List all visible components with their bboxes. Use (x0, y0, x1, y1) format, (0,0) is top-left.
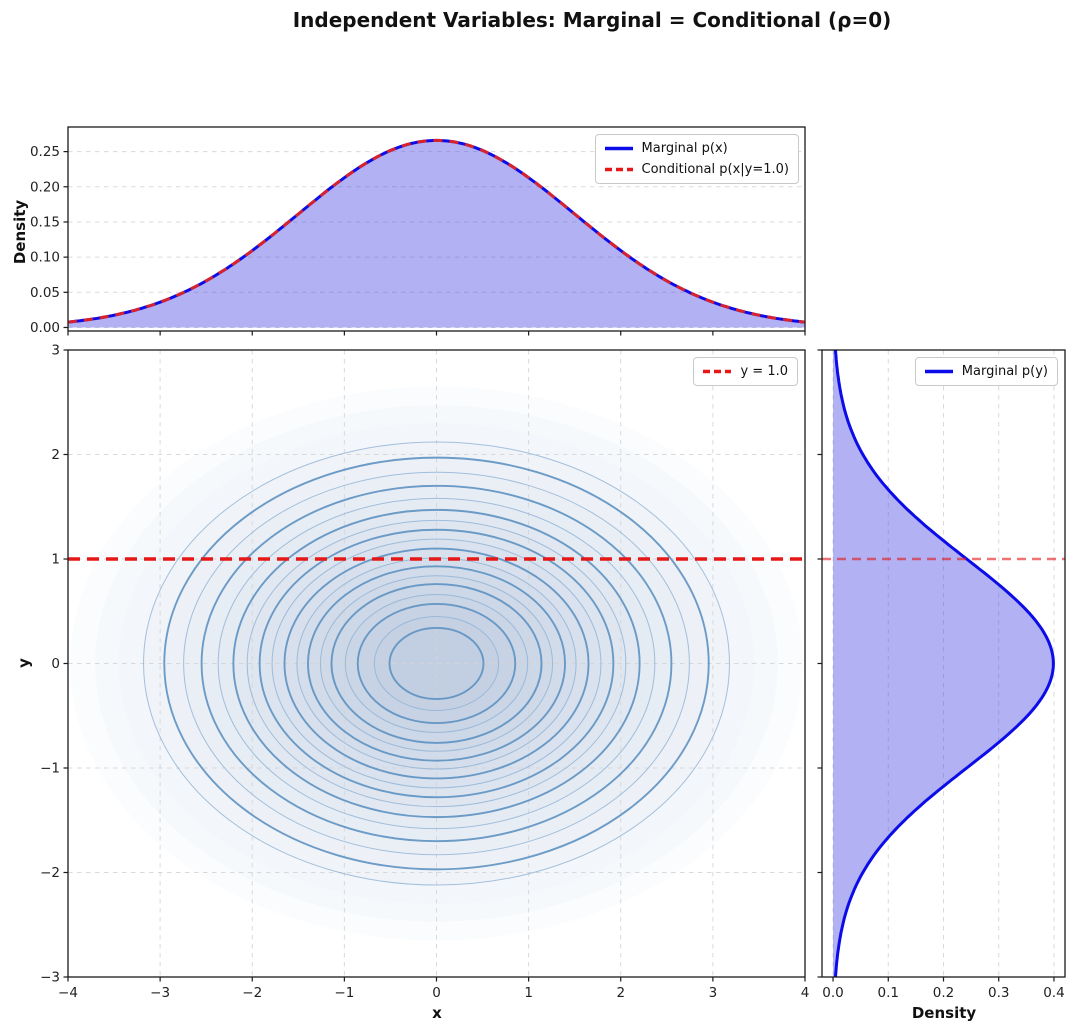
svg-text:0.0: 0.0 (822, 985, 843, 1001)
svg-text:−2: −2 (40, 865, 60, 881)
main-panel-legend: y = 1.0 (693, 357, 798, 386)
svg-text:3: 3 (51, 343, 60, 359)
right-panel-legend: Marginal p(y) (914, 357, 1058, 386)
top-panel-ylabel: Density (11, 199, 29, 265)
legend-line-sample (924, 369, 953, 374)
right-panel-xlabel: Density (911, 1004, 977, 1022)
legend-entry: Conditional p(x|y=1.0) (604, 161, 789, 178)
svg-text:1: 1 (524, 985, 533, 1001)
legend-line-sample (604, 146, 633, 151)
legend-label: y = 1.0 (740, 364, 788, 379)
svg-text:0: 0 (432, 985, 441, 1001)
svg-text:0: 0 (51, 656, 60, 672)
svg-text:0.3: 0.3 (988, 985, 1009, 1001)
legend-label: Marginal p(x) (641, 141, 728, 156)
svg-text:0.4: 0.4 (1043, 985, 1064, 1001)
svg-text:0.25: 0.25 (30, 144, 60, 160)
svg-text:0.15: 0.15 (30, 214, 60, 230)
svg-text:0.05: 0.05 (30, 285, 60, 301)
svg-text:2: 2 (51, 447, 60, 463)
svg-text:−3: −3 (40, 970, 60, 986)
svg-text:4: 4 (801, 985, 810, 1001)
svg-text:0.1: 0.1 (878, 985, 899, 1001)
main-panel-xlabel: x (432, 1004, 442, 1022)
top-panel-legend: Marginal p(x) Conditional p(x|y=1.0) (594, 134, 799, 184)
svg-text:−3: −3 (150, 985, 170, 1001)
legend-entry: Marginal p(y) (924, 363, 1048, 380)
svg-text:0.10: 0.10 (30, 250, 60, 266)
legend-entry: y = 1.0 (702, 363, 788, 380)
svg-text:0.2: 0.2 (933, 985, 954, 1001)
svg-text:1: 1 (51, 552, 60, 568)
svg-text:2: 2 (616, 985, 625, 1001)
svg-text:−1: −1 (334, 985, 354, 1001)
svg-text:−2: −2 (242, 985, 262, 1001)
svg-text:0.00: 0.00 (30, 320, 60, 336)
page-title: Independent Variables: Marginal = Condit… (292, 8, 892, 32)
right-marginal-panel: 0.0 0.1 0.2 0.3 0.4 (817, 349, 1066, 1001)
main-panel-ylabel: y (15, 658, 33, 668)
svg-text:−4: −4 (58, 985, 78, 1001)
legend-label: Marginal p(y) (961, 364, 1048, 379)
svg-text:0.20: 0.20 (30, 179, 60, 195)
legend-entry: Marginal p(x) (604, 140, 789, 157)
svg-text:−1: −1 (40, 761, 60, 777)
legend-dash-sample (703, 369, 732, 374)
legend-label: Conditional p(x|y=1.0) (641, 162, 789, 177)
legend-dash-sample (604, 167, 633, 172)
svg-text:3: 3 (709, 985, 718, 1001)
